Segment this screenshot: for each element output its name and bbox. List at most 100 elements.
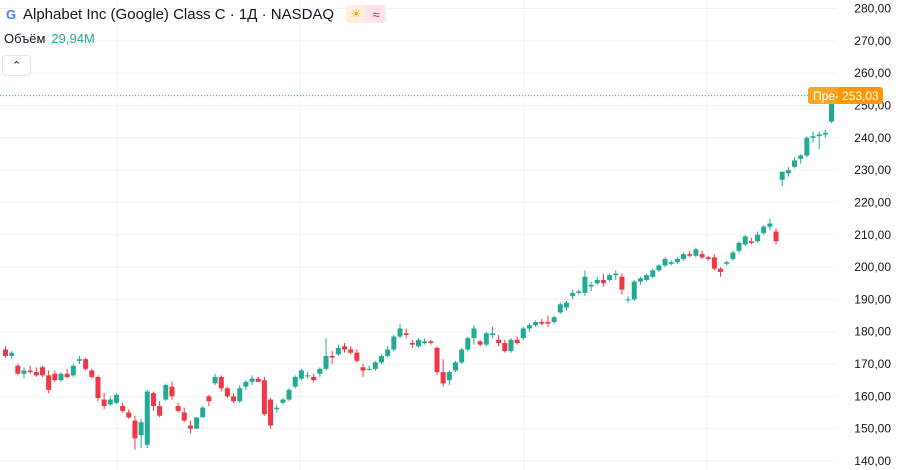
candle-body xyxy=(767,223,773,227)
candle-body xyxy=(588,284,594,287)
google-logo-icon: G xyxy=(5,6,17,22)
y-tick-label: 210,00 xyxy=(854,228,891,242)
candle-body xyxy=(144,391,150,445)
candle-body xyxy=(261,380,267,415)
candle-body xyxy=(452,362,458,371)
candle-body xyxy=(631,281,637,300)
premarket-label: Пре- xyxy=(808,86,839,104)
candle-body xyxy=(477,341,483,345)
symbol-title[interactable]: Alphabet Inc (Google) Class C · 1Д · NAS… xyxy=(23,5,335,23)
candle-body xyxy=(218,376,224,389)
candle-body xyxy=(83,359,89,369)
y-tick-label: 180,00 xyxy=(854,325,891,339)
candle-body xyxy=(64,373,70,377)
y-tick-label: 230,00 xyxy=(854,163,891,177)
chart-legend-header: G Alphabet Inc (Google) Class C · 1Д · N… xyxy=(4,5,387,23)
candle-body xyxy=(354,352,360,361)
candle-body xyxy=(3,349,8,356)
candle-body xyxy=(471,328,477,339)
y-tick-label: 240,00 xyxy=(854,131,891,145)
candle-body xyxy=(829,95,834,122)
volume-label: Объём xyxy=(4,31,46,46)
candle-body xyxy=(434,347,440,373)
sun-icon[interactable]: ☀ xyxy=(346,5,367,23)
candle-body xyxy=(687,254,693,256)
candle-body xyxy=(650,270,656,277)
candle-body xyxy=(268,399,274,426)
candle-body xyxy=(563,302,569,308)
candle-body xyxy=(613,273,619,276)
collapse-legend-button[interactable]: ⌃ xyxy=(2,55,31,76)
candle-body xyxy=(274,407,280,410)
candle-body xyxy=(329,355,335,358)
candle-body xyxy=(730,252,736,259)
candle-body xyxy=(95,376,101,398)
candle-body xyxy=(21,370,27,374)
candle-body xyxy=(489,333,495,335)
candle-body xyxy=(194,417,200,429)
candle-body xyxy=(551,317,557,323)
y-tick-label: 150,00 xyxy=(854,422,891,436)
candle-body xyxy=(570,292,576,297)
candle-body xyxy=(342,346,348,350)
candle-body xyxy=(231,396,237,402)
y-tick-label: 170,00 xyxy=(854,357,891,371)
candle-body xyxy=(70,365,76,376)
candle-body xyxy=(416,339,421,347)
candle-body xyxy=(187,425,193,429)
y-tick-label: 140,00 xyxy=(854,454,891,468)
candle-body xyxy=(699,254,705,258)
candle-body xyxy=(779,171,785,180)
candle-body xyxy=(89,370,95,377)
volume-value: 29,94M xyxy=(51,31,95,46)
approx-icon[interactable]: ≈ xyxy=(366,5,387,23)
candle-body xyxy=(255,378,261,382)
candle-body xyxy=(644,275,650,280)
candle-body xyxy=(46,375,52,390)
candle-body xyxy=(668,262,674,264)
candle-body xyxy=(385,349,391,356)
candle-body xyxy=(409,343,415,345)
candle-body xyxy=(526,325,532,329)
candle-body xyxy=(113,394,119,403)
candle-body xyxy=(348,349,354,353)
candle-body xyxy=(520,328,526,339)
candle-body xyxy=(101,399,107,407)
candle-body xyxy=(292,376,298,387)
candle-body xyxy=(446,372,452,381)
candle-body xyxy=(496,339,502,344)
candle-body xyxy=(810,136,816,138)
candle-body xyxy=(594,280,600,284)
candle-body xyxy=(557,304,563,313)
candle-body xyxy=(804,137,810,156)
candle-body xyxy=(545,322,551,324)
candle-body xyxy=(33,372,39,376)
candle-body xyxy=(280,399,286,403)
candle-body xyxy=(212,376,218,384)
candle-body xyxy=(625,299,631,301)
candle-body xyxy=(755,234,761,242)
candle-body xyxy=(311,376,317,381)
candle-body xyxy=(693,249,699,256)
y-tick-label: 260,00 xyxy=(854,66,891,80)
candle-body xyxy=(681,254,687,259)
candle-body xyxy=(674,258,680,263)
chevron-up-icon: ⌃ xyxy=(11,60,22,72)
candle-body xyxy=(372,362,378,369)
candle-body xyxy=(150,393,156,407)
candle-body xyxy=(619,276,625,290)
candle-body xyxy=(298,370,304,379)
y-tick-label: 190,00 xyxy=(854,292,891,306)
candle-body xyxy=(761,226,767,234)
candle-body xyxy=(742,236,748,245)
candle-body xyxy=(126,412,132,418)
candle-body xyxy=(52,373,58,381)
candle-body xyxy=(157,406,163,416)
candle-body xyxy=(335,347,341,355)
candle-body xyxy=(138,422,144,436)
candle-body xyxy=(736,242,742,251)
candle-body xyxy=(249,378,255,382)
candle-body xyxy=(163,385,169,400)
candle-body xyxy=(76,359,82,361)
